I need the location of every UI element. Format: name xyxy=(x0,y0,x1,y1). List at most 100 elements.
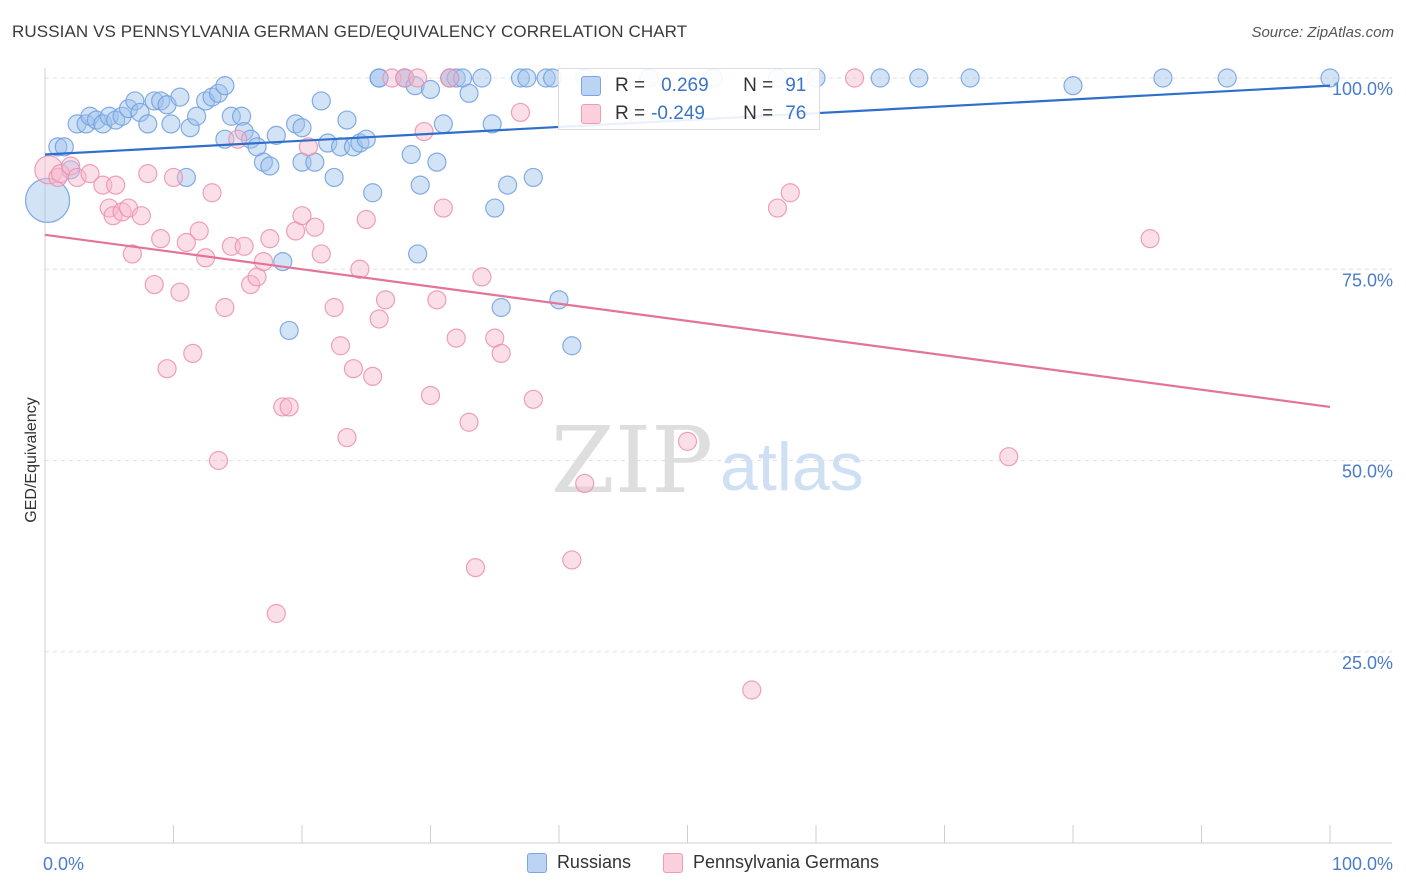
data-point-russians xyxy=(420,79,441,100)
y-tick-label: 100.0% xyxy=(1332,79,1393,99)
data-point-russians xyxy=(161,114,181,134)
data-point-pennsylvania-germans xyxy=(176,232,196,253)
data-point-russians xyxy=(549,290,569,310)
data-point-pennsylvania-germans xyxy=(844,68,865,88)
data-point-pennsylvania-germans xyxy=(1140,229,1160,249)
data-point-pennsylvania-germans xyxy=(163,167,184,188)
stats-swatch-russians xyxy=(581,76,601,96)
y-tick-label: 50.0% xyxy=(1342,462,1393,482)
data-point-pennsylvania-germans xyxy=(433,198,453,218)
data-point-pennsylvania-germans xyxy=(465,557,486,578)
data-point-russians xyxy=(405,76,425,96)
data-point-pennsylvania-germans xyxy=(375,290,396,310)
legend-label-pennsylvania-germans: Pennsylvania Germans xyxy=(692,852,880,872)
legend-swatch-russians xyxy=(526,852,547,873)
data-point-russians xyxy=(433,114,453,134)
data-point-pennsylvania-germans xyxy=(151,229,171,249)
data-point-pennsylvania-germans xyxy=(189,221,209,241)
data-point-russians xyxy=(1153,68,1173,88)
x-tick-label: 0.0% xyxy=(43,854,84,874)
data-point-pennsylvania-germans xyxy=(356,209,376,230)
data-point-russians xyxy=(118,98,139,119)
data-point-russians xyxy=(180,118,200,138)
data-point-russians xyxy=(24,177,71,223)
data-point-pennsylvania-germans xyxy=(742,680,762,700)
stats-r-label: R = xyxy=(615,75,646,96)
data-point-russians xyxy=(363,183,383,203)
data-point-russians xyxy=(187,106,207,126)
legend-item-pennsylvania-germans[interactable]: Pennsylvania Germans xyxy=(662,852,880,873)
data-point-russians xyxy=(870,68,890,88)
data-point-russians xyxy=(232,106,252,126)
y-tick-label: 25.0% xyxy=(1342,653,1393,673)
data-point-russians xyxy=(208,83,229,103)
data-point-russians xyxy=(408,244,428,264)
watermark-atlas: atlas xyxy=(720,429,864,505)
data-point-pennsylvania-germans xyxy=(279,397,299,417)
data-point-pennsylvania-germans xyxy=(369,309,389,329)
data-point-pennsylvania-germans xyxy=(273,397,293,417)
data-point-pennsylvania-germans xyxy=(472,267,492,287)
legend-swatch-pennsylvania-germans xyxy=(662,852,683,873)
data-point-pennsylvania-germans xyxy=(343,359,363,379)
data-point-pennsylvania-germans xyxy=(260,229,280,249)
data-point-russians xyxy=(48,137,68,157)
data-point-russians xyxy=(491,297,511,318)
trend-line-pennsylvania-germans xyxy=(44,233,1331,409)
data-point-pennsylvania-germans xyxy=(324,297,344,318)
data-point-pennsylvania-germans xyxy=(523,389,543,409)
data-point-russians xyxy=(401,144,421,165)
data-point-pennsylvania-germans xyxy=(677,431,698,451)
stats-row-russians: R = 0.269 N = 91 xyxy=(581,73,806,99)
data-point-pennsylvania-germans xyxy=(575,473,595,494)
data-point-russians xyxy=(517,68,537,88)
chart-title: RUSSIAN VS PENNSYLVANIA GERMAN GED/EQUIV… xyxy=(12,22,688,41)
data-point-russians xyxy=(260,156,280,176)
data-point-pennsylvania-germans xyxy=(510,102,531,123)
data-point-russians xyxy=(93,114,113,134)
data-point-pennsylvania-germans xyxy=(420,385,441,406)
data-point-pennsylvania-germans xyxy=(427,290,447,310)
stats-r-value: -0.249 xyxy=(651,103,705,124)
stats-box: R = 0.269 N = 91 R = -0.249 N = 76 xyxy=(558,68,820,130)
data-point-pennsylvania-germans xyxy=(234,236,254,256)
data-point-russians xyxy=(523,167,543,188)
data-point-russians xyxy=(485,198,505,218)
data-point-pennsylvania-germans xyxy=(298,137,319,157)
data-point-russians xyxy=(510,68,531,88)
data-point-russians xyxy=(324,167,344,188)
data-point-russians xyxy=(138,114,158,134)
watermark-zip: ZIP xyxy=(551,407,713,514)
stats-r-value: 0.269 xyxy=(661,75,709,96)
legend-item-russians[interactable]: Russians xyxy=(526,852,631,873)
data-point-russians xyxy=(170,87,190,107)
data-point-russians xyxy=(266,125,286,145)
x-tick-label: 100.0% xyxy=(1332,854,1393,874)
data-point-pennsylvania-germans xyxy=(999,447,1019,467)
data-point-russians xyxy=(130,102,150,123)
data-point-russians xyxy=(459,83,479,103)
data-point-russians xyxy=(410,175,430,195)
source-credit: Source: ZipAtlas.com xyxy=(1251,24,1394,41)
stats-row-pennsylvania-germans: R = -0.249 N = 76 xyxy=(581,101,806,127)
legend: Russians Pennsylvania Germans xyxy=(0,852,1406,873)
data-point-pennsylvania-germans xyxy=(131,206,151,226)
stats-r-label: R = xyxy=(615,103,646,124)
data-point-pennsylvania-germans xyxy=(780,183,800,203)
data-point-russians xyxy=(1063,76,1083,96)
data-point-russians xyxy=(311,91,331,111)
data-point-russians xyxy=(234,121,254,142)
stats-n-value: 91 xyxy=(785,75,807,96)
data-point-pennsylvania-germans xyxy=(562,550,582,570)
stats-n-value: 76 xyxy=(785,103,807,124)
data-point-pennsylvania-germans xyxy=(292,206,312,226)
data-point-russians xyxy=(427,152,447,172)
data-point-russians xyxy=(144,91,164,111)
data-point-pennsylvania-germans xyxy=(363,366,383,386)
y-tick-label: 75.0% xyxy=(1342,270,1393,290)
y-axis-label: GED/Equivalency xyxy=(23,397,40,522)
data-point-russians xyxy=(562,336,582,356)
data-point-pennsylvania-germans xyxy=(266,603,286,624)
data-point-pennsylvania-germans xyxy=(350,259,370,279)
data-point-russians xyxy=(112,106,132,126)
